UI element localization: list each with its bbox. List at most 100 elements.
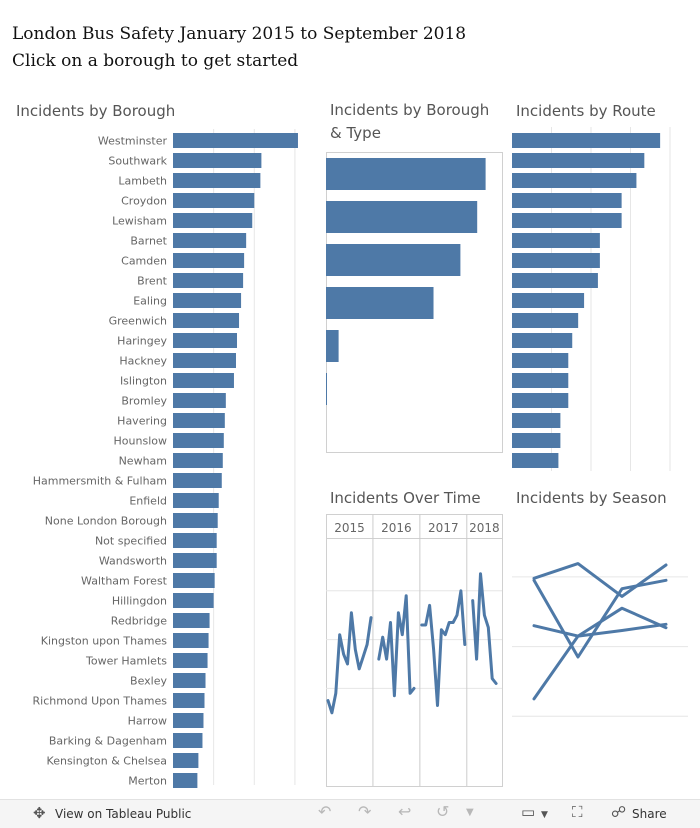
borough-bar[interactable] xyxy=(173,293,242,308)
borough-tick-label[interactable]: Barnet xyxy=(130,235,167,248)
borough-bar[interactable] xyxy=(173,573,215,588)
season-series-line[interactable] xyxy=(532,578,668,659)
share-icon[interactable]: ☍ xyxy=(611,803,627,821)
borough-bar[interactable] xyxy=(173,133,298,148)
season-series-line[interactable] xyxy=(532,562,668,598)
borough-bar[interactable] xyxy=(173,313,240,328)
borough-tick-label[interactable]: Merton xyxy=(128,775,167,788)
revert-icon[interactable]: ↩ xyxy=(398,802,412,821)
borough-type-bar-chart[interactable] xyxy=(326,152,504,454)
borough-tick-label[interactable]: Richmond Upon Thames xyxy=(33,695,168,708)
borough-tick-label[interactable]: Not specified xyxy=(95,535,167,548)
route-bar[interactable] xyxy=(512,393,569,408)
borough-bar[interactable] xyxy=(173,713,204,728)
borough-tick-label[interactable]: Newham xyxy=(119,455,167,468)
borough-bar[interactable] xyxy=(173,553,217,568)
time-series-line[interactable] xyxy=(471,572,498,685)
borough-tick-label[interactable]: Islington xyxy=(120,375,167,388)
route-bar[interactable] xyxy=(512,133,661,148)
borough-bar[interactable] xyxy=(173,473,222,488)
comment-icon[interactable]: ▭ xyxy=(521,803,536,821)
borough-bar[interactable] xyxy=(173,753,199,768)
borough-bar[interactable] xyxy=(173,253,245,268)
refresh-icon[interactable]: ↺ xyxy=(436,802,450,821)
route-bar[interactable] xyxy=(512,333,573,348)
borough-tick-label[interactable]: Redbridge xyxy=(111,615,167,628)
route-bar[interactable] xyxy=(512,153,645,168)
pause-icon[interactable]: ▼ xyxy=(466,807,474,818)
redo-icon[interactable]: ↷ xyxy=(358,802,372,821)
route-bar[interactable] xyxy=(512,353,569,368)
borough-tick-label[interactable]: Bexley xyxy=(130,675,167,688)
route-bar[interactable] xyxy=(512,433,561,448)
borough-bar[interactable] xyxy=(173,733,203,748)
over-time-line-chart[interactable]: 2015 2016 2017 2018 xyxy=(326,514,504,789)
borough-type-bar[interactable] xyxy=(326,244,461,276)
borough-bar[interactable] xyxy=(173,613,210,628)
borough-bar[interactable] xyxy=(173,453,223,468)
route-bar[interactable] xyxy=(512,193,622,208)
borough-type-bar[interactable] xyxy=(326,287,434,319)
borough-bar[interactable] xyxy=(173,673,206,688)
borough-tick-label[interactable]: Camden xyxy=(121,255,167,268)
borough-tick-label[interactable]: Hillingdon xyxy=(112,595,167,608)
borough-tick-label[interactable]: Tower Hamlets xyxy=(85,655,167,668)
borough-type-bar[interactable] xyxy=(326,201,478,233)
borough-tick-label[interactable]: Kingston upon Thames xyxy=(41,635,168,648)
borough-bar[interactable] xyxy=(173,433,224,448)
route-bar-chart[interactable] xyxy=(512,127,692,472)
borough-tick-label[interactable]: Haringey xyxy=(117,335,167,348)
season-series-line[interactable] xyxy=(532,622,668,701)
borough-tick-label[interactable]: Lambeth xyxy=(118,175,167,188)
borough-tick-label[interactable]: Havering xyxy=(117,415,167,428)
route-bar[interactable] xyxy=(512,453,559,468)
borough-bar[interactable] xyxy=(173,493,219,508)
comment-dropdown-icon[interactable]: ▼ xyxy=(541,810,548,820)
borough-tick-label[interactable]: None London Borough xyxy=(45,515,167,528)
time-series-line[interactable] xyxy=(420,589,467,707)
borough-bar[interactable] xyxy=(173,653,208,668)
borough-bar[interactable] xyxy=(173,533,217,548)
borough-tick-label[interactable]: Waltham Forest xyxy=(81,575,168,588)
borough-bar[interactable] xyxy=(173,193,255,208)
share-button[interactable]: Share xyxy=(632,807,667,821)
route-bar[interactable] xyxy=(512,413,561,428)
borough-bar[interactable] xyxy=(173,273,244,288)
borough-tick-label[interactable]: Kensington & Chelsea xyxy=(47,755,167,768)
borough-bar[interactable] xyxy=(173,593,214,608)
borough-bar-chart[interactable]: Westminster Southwark Lambeth Croydon Lewish… xyxy=(0,125,305,795)
borough-bar[interactable] xyxy=(173,173,261,188)
borough-tick-label[interactable]: Hackney xyxy=(119,355,167,368)
borough-bar[interactable] xyxy=(173,633,209,648)
view-on-tableau-link[interactable]: View on Tableau Public xyxy=(55,807,192,821)
borough-bar[interactable] xyxy=(173,393,226,408)
route-bar[interactable] xyxy=(512,213,622,228)
borough-tick-label[interactable]: Enfield xyxy=(129,495,167,508)
borough-tick-label[interactable]: Ealing xyxy=(133,295,167,308)
borough-bar[interactable] xyxy=(173,693,205,708)
borough-tick-label[interactable]: Barking & Dagenham xyxy=(49,735,167,748)
route-bar[interactable] xyxy=(512,293,585,308)
fullscreen-icon[interactable]: ⛶ xyxy=(572,803,583,821)
borough-bar[interactable] xyxy=(173,333,238,348)
route-bar[interactable] xyxy=(512,253,600,268)
borough-tick-label[interactable]: Greenwich xyxy=(109,315,167,328)
borough-bar[interactable] xyxy=(173,373,234,388)
borough-tick-label[interactable]: Hammersmith & Fulham xyxy=(33,475,167,488)
borough-tick-label[interactable]: Southwark xyxy=(108,155,167,168)
time-series-line[interactable] xyxy=(326,611,373,715)
route-bar[interactable] xyxy=(512,313,579,328)
route-bar[interactable] xyxy=(512,273,598,288)
borough-bar[interactable] xyxy=(173,233,247,248)
borough-type-bar[interactable] xyxy=(326,373,327,405)
season-line-chart[interactable] xyxy=(512,514,690,789)
borough-tick-label[interactable]: Croydon xyxy=(121,195,167,208)
route-bar[interactable] xyxy=(512,173,637,188)
borough-bar[interactable] xyxy=(173,213,253,228)
borough-tick-label[interactable]: Bromley xyxy=(121,395,167,408)
route-bar[interactable] xyxy=(512,373,569,388)
borough-tick-label[interactable]: Lewisham xyxy=(112,215,167,228)
borough-tick-label[interactable]: Westminster xyxy=(98,135,168,148)
borough-type-bar[interactable] xyxy=(326,330,339,362)
undo-icon[interactable]: ↶ xyxy=(318,802,332,821)
